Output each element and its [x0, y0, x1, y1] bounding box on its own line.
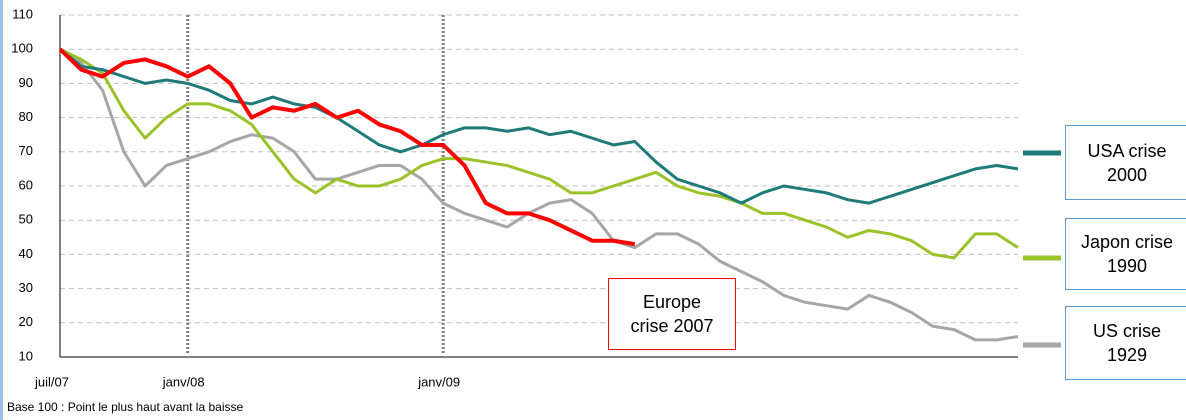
plot: 10 20 30 40 50 60 70 80 90 100 110 juil/07 janv/08 ja…	[11, 6, 1061, 389]
x-tick-label: juil/07	[34, 374, 69, 389]
y-tick-label: 100	[11, 41, 33, 56]
series-line	[58, 47, 636, 247]
y-tick-label: 20	[19, 314, 33, 329]
y-tick-label: 30	[19, 280, 33, 295]
x-tick-label: janv/09	[417, 374, 460, 389]
footnote: Base 100 : Point le plus haut avant la b…	[7, 400, 244, 414]
y-tick-label: 70	[19, 143, 33, 158]
series-line	[59, 48, 1019, 205]
series-line	[59, 47, 1019, 260]
legend-label: US crise 1929	[1065, 306, 1186, 380]
legend-label: USA crise 2000	[1065, 125, 1186, 200]
y-tick-label: 10	[19, 348, 33, 363]
legend-label: Japon crise 1990	[1065, 218, 1186, 290]
series-line	[59, 47, 1019, 342]
y-tick-label: 80	[19, 109, 33, 124]
y-tick-label: 110	[12, 6, 33, 21]
y-tick-label: 50	[19, 212, 33, 227]
y-tick-label: 60	[19, 177, 33, 192]
legend-label: Europe crise 2007	[608, 278, 736, 350]
x-tick-label: janv/08	[162, 374, 205, 389]
y-tick-label: 40	[19, 246, 33, 261]
y-tick-label: 90	[19, 75, 33, 90]
